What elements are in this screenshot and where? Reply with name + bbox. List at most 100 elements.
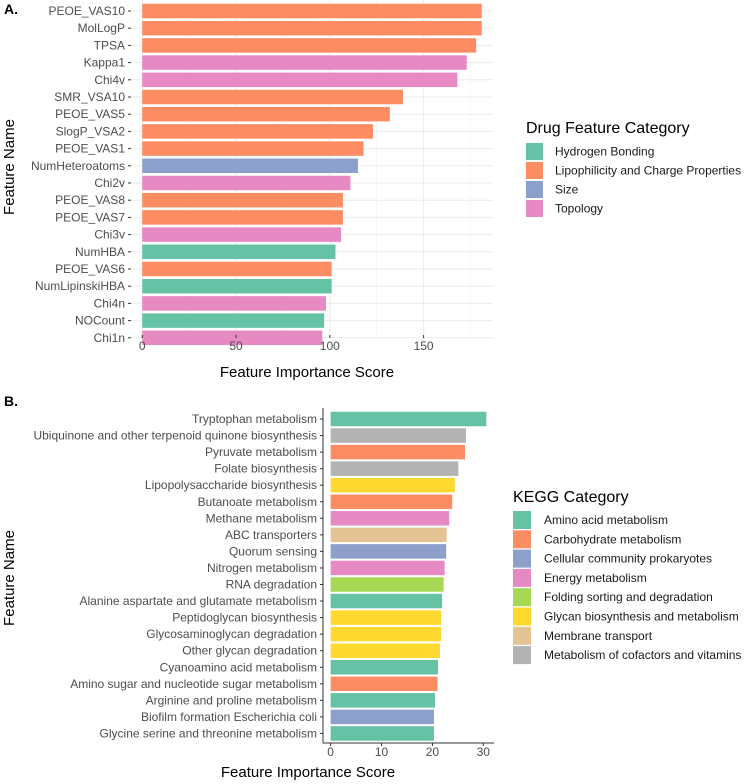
bar (330, 676, 438, 692)
y-axis-title: Feature Name (1, 119, 18, 215)
y-tick-label: Butanoate metabolism (198, 495, 317, 509)
y-tick-label: NumLipinskiHBA (35, 279, 125, 293)
y-tick-label: Glycine serine and threonine metabolism (100, 726, 317, 740)
y-tick-label: Tryptophan metabolism (192, 412, 317, 426)
y-tick-label: Amino sugar and nucleotide sugar metabol… (70, 677, 317, 691)
bar (142, 261, 332, 277)
y-tick-label: Lipopolysaccharide biosynthesis (145, 478, 317, 492)
bar (142, 106, 390, 122)
legend-title: Drug Feature Category (526, 120, 690, 137)
bar (330, 411, 487, 427)
y-tick-label: Other glycan degradation (182, 644, 317, 658)
y-tick-label: PEOE_VAS1 (55, 142, 125, 156)
x-tick-label: 0 (327, 745, 334, 759)
y-tick-label: TPSA (94, 38, 125, 52)
legend-swatch (513, 511, 531, 529)
legend-label: Hydrogen Bonding (555, 145, 654, 159)
bar (330, 544, 447, 559)
chart-panel-a: A. PEOE_VAS10MolLogPTPSAKappa1Chi4vSMR_VS… (1, 0, 741, 381)
y-tick-label: NumHeteroatoms (31, 159, 125, 173)
legend-label: Amino acid metabolism (544, 513, 668, 527)
x-axis-title: Feature Importance Score (220, 364, 394, 381)
bar (142, 278, 332, 294)
legend-swatch (513, 549, 531, 568)
legend-swatch (526, 200, 543, 217)
x-tick-label: 10 (375, 745, 389, 759)
y-tick-label: Kappa1 (84, 56, 126, 70)
bar (142, 330, 323, 346)
y-tick-label: Quorum sensing (229, 544, 317, 558)
bar (142, 158, 358, 174)
bar (142, 124, 373, 139)
legend-label: Membrane transport (544, 629, 653, 643)
bar (142, 72, 458, 88)
y-tick-label: NumHBA (75, 245, 125, 259)
bar (330, 610, 442, 625)
bar (142, 296, 327, 311)
y-tick-label: Methane metabolism (206, 511, 317, 525)
y-tick-label: RNA degradation (226, 578, 317, 592)
y-tick-label: Pyruvate metabolism (205, 445, 317, 459)
x-axis-title: Feature Importance Score (221, 764, 395, 781)
x-tick-label: 0 (139, 339, 146, 353)
y-tick-label: Cyanoamino acid metabolism (160, 660, 317, 674)
bar (142, 89, 403, 105)
panel-label: A. (4, 1, 18, 17)
legend-label: Size (555, 183, 579, 197)
bar (142, 55, 467, 70)
bar (330, 709, 434, 725)
bar (330, 660, 439, 675)
bar (142, 227, 342, 242)
legend-label: Folding sorting and degradation (544, 590, 713, 604)
x-tick-label: 100 (320, 339, 340, 353)
y-tick-label: Chi4v (94, 73, 125, 87)
legend-swatch (513, 646, 531, 665)
panel-label: B. (4, 393, 18, 409)
bar (142, 20, 482, 36)
y-tick-label: PEOE_VAS6 (55, 262, 125, 276)
legend-swatch (526, 162, 543, 179)
y-tick-label: Glycosaminoglycan degradation (146, 627, 317, 641)
bar (330, 511, 450, 526)
bar (330, 693, 435, 708)
y-tick-label: Arginine and proline metabolism (146, 693, 317, 707)
bar (330, 444, 465, 460)
y-tick-label: Ubiquinone and other terpenoid quinone b… (33, 429, 317, 443)
x-tick-label: 20 (426, 745, 440, 759)
y-tick-label: NOCount (75, 314, 126, 328)
bar (330, 626, 442, 642)
bar (142, 210, 343, 225)
y-tick-label: Folate biosynthesis (214, 462, 317, 476)
legend: Drug Feature Category Hydrogen Bonding Lip… (526, 120, 741, 217)
bar (330, 527, 447, 543)
y-tick-label: SMR_VSA10 (54, 90, 125, 104)
bar (330, 560, 445, 576)
legend-title: KEGG Category (513, 489, 629, 506)
y-tick-label: Nitrogen metabolism (207, 561, 317, 575)
legend: KEGG Category Amino acid metabolism Carboh… (513, 489, 741, 665)
y-tick-label: Chi3v (94, 228, 125, 242)
y-axis-title: Feature Name (1, 530, 18, 626)
legend-swatch (513, 588, 531, 607)
y-tick-label: MolLogP (78, 21, 125, 35)
y-tick-label: ABC transporters (225, 528, 317, 542)
bar (330, 494, 453, 509)
y-tick-label: Chi2v (94, 176, 125, 190)
legend-label: Energy metabolism (544, 571, 647, 585)
y-tick-label: Alanine aspartate and glutamate metaboli… (80, 594, 317, 608)
bar (142, 244, 336, 260)
bar (330, 461, 459, 476)
legend-swatch (526, 143, 543, 160)
x-tick-label: 50 (229, 339, 243, 353)
y-tick-label: PEOE_VAS10 (49, 4, 126, 18)
y-tick-label: PEOE_VAS7 (55, 210, 125, 224)
bar (330, 577, 444, 592)
bar (330, 477, 455, 493)
bar (330, 726, 434, 741)
legend-swatch (513, 568, 531, 587)
y-tick-label: Peptidoglycan biosynthesis (172, 611, 317, 625)
bar (330, 643, 441, 658)
x-tick-label: 30 (477, 745, 491, 759)
bar (330, 428, 467, 443)
y-tick-label: Chi1n (94, 331, 125, 345)
